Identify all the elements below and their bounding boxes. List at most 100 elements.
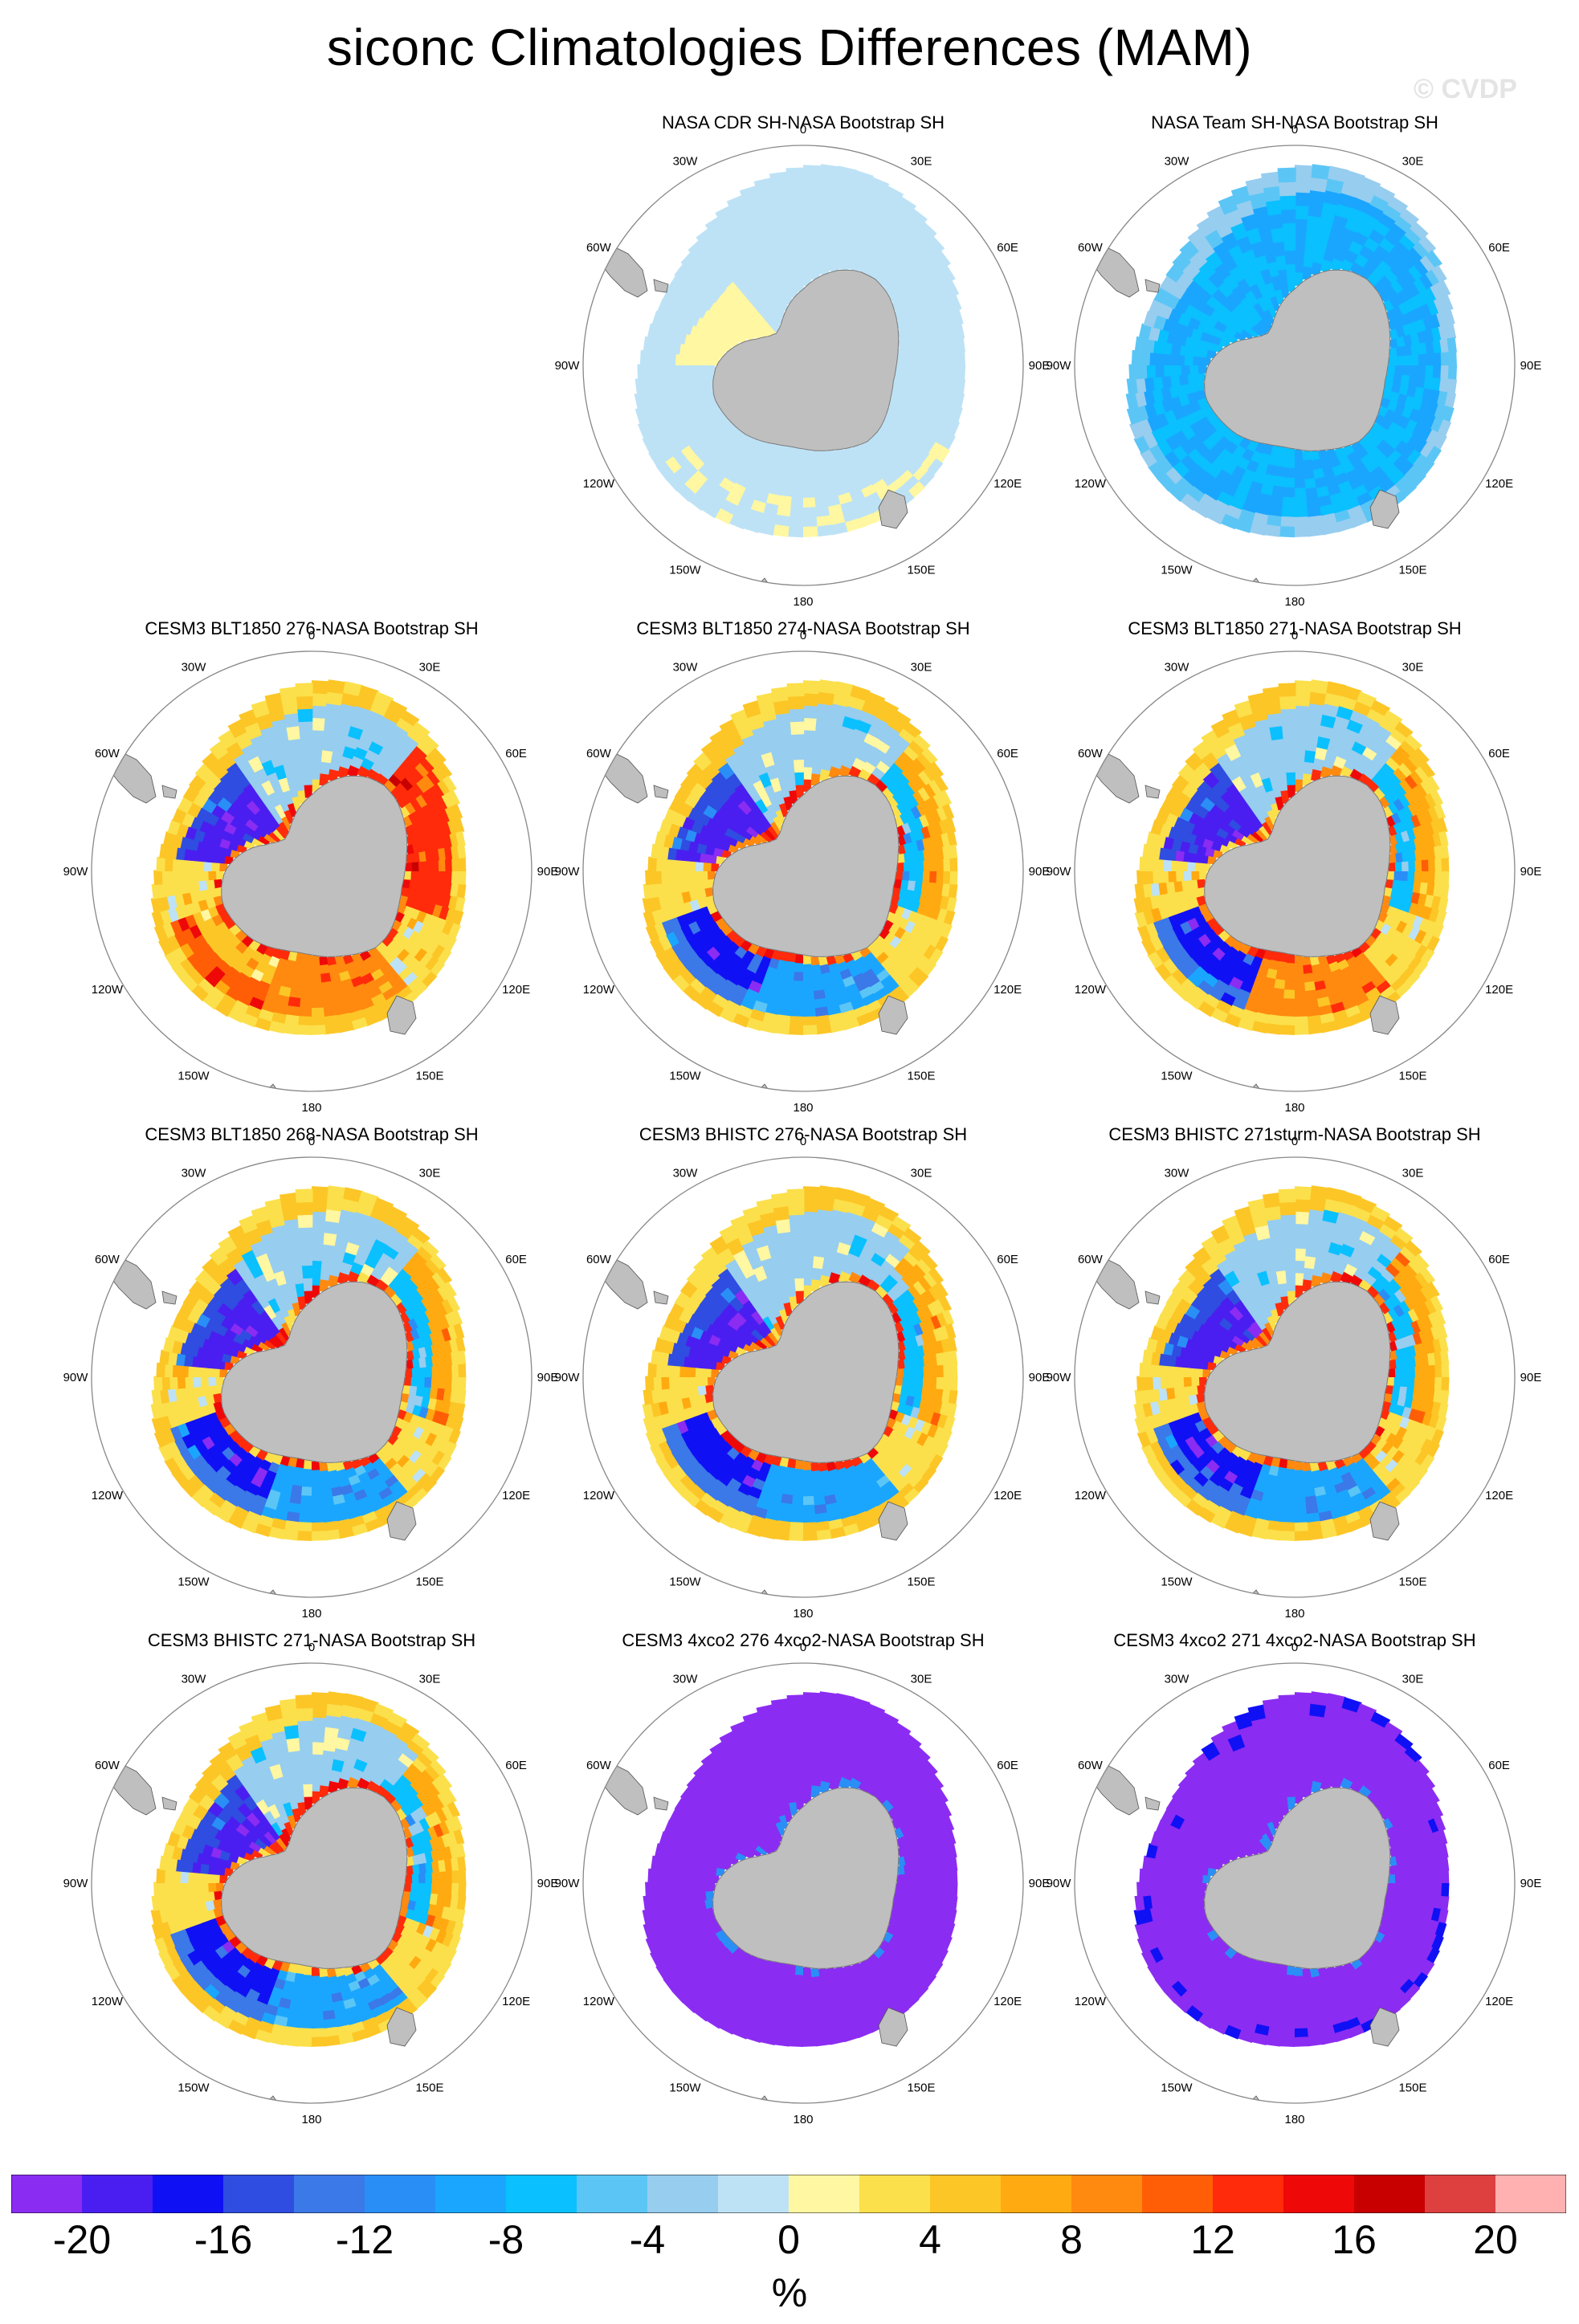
sea-ice-cell xyxy=(929,1365,938,1379)
sea-ice-cell xyxy=(896,365,904,375)
sea-ice-cell xyxy=(1230,306,1246,321)
sea-ice-cell xyxy=(778,1502,793,1515)
sea-ice-cell xyxy=(693,993,712,1010)
sea-ice-cell xyxy=(1384,1297,1397,1311)
sea-ice-cell xyxy=(929,859,938,873)
sea-ice-cell xyxy=(1404,1296,1418,1311)
sea-ice-cell xyxy=(1302,964,1313,975)
sea-ice-cell xyxy=(682,1490,700,1507)
sea-ice-cell xyxy=(671,858,680,871)
sea-ice-cell xyxy=(415,794,429,809)
land-outline xyxy=(386,995,417,1035)
sea-ice-cell xyxy=(428,915,441,931)
sea-ice-cell xyxy=(1385,1321,1397,1334)
sea-ice-cell xyxy=(406,1233,426,1251)
sea-ice-cell xyxy=(1267,504,1283,518)
sea-ice-cell xyxy=(1252,205,1271,223)
sea-ice-cell xyxy=(1206,349,1217,359)
sea-ice-cell xyxy=(153,924,169,942)
sea-ice-cell xyxy=(312,717,327,732)
sea-ice-cell xyxy=(741,331,755,342)
sea-ice-cell xyxy=(199,1449,215,1465)
sea-ice-cell xyxy=(1414,783,1429,799)
sea-ice-cell xyxy=(818,964,830,976)
sea-ice-cell xyxy=(820,1478,833,1490)
sea-ice-cell xyxy=(732,984,749,999)
sea-ice-cell xyxy=(1345,1462,1359,1475)
sea-ice-cell xyxy=(240,1519,259,1534)
sea-ice-cell xyxy=(911,757,928,774)
sea-ice-cell xyxy=(1162,858,1172,871)
sea-ice-cell xyxy=(1242,725,1261,744)
sea-ice-cell xyxy=(1312,757,1326,772)
sea-ice-cell xyxy=(904,336,915,349)
sea-ice-cell xyxy=(1308,703,1325,718)
antarctica-landmass xyxy=(712,269,900,451)
sea-ice-cell xyxy=(1225,333,1238,345)
sea-ice-cell xyxy=(1234,699,1254,719)
sea-ice-cell xyxy=(802,1495,814,1507)
sea-ice-cell xyxy=(777,725,793,740)
sea-ice-cell xyxy=(677,952,694,970)
sea-ice-cell xyxy=(754,1303,769,1320)
sea-ice-cell xyxy=(303,1460,312,1470)
sea-ice-cell xyxy=(292,764,304,779)
sea-ice-cell xyxy=(1185,861,1196,871)
sea-ice-cell xyxy=(898,888,908,900)
sea-ice-cell xyxy=(936,1352,945,1367)
sea-ice-cell xyxy=(162,831,175,847)
sea-ice-cell xyxy=(402,879,411,890)
sea-ice-cell xyxy=(361,1005,378,1019)
sea-ice-cell xyxy=(787,1025,803,1035)
sea-ice-cell xyxy=(1425,365,1434,379)
sea-ice-cell xyxy=(803,1186,822,1201)
sea-ice-cell xyxy=(810,1462,820,1473)
sea-ice-cell xyxy=(761,751,776,768)
sea-ice-cell xyxy=(916,375,927,388)
sea-ice-cell xyxy=(436,1267,453,1285)
sea-ice-cell xyxy=(677,385,689,399)
sea-ice-cell xyxy=(1436,279,1451,298)
sea-ice-cell xyxy=(844,1489,859,1502)
sea-ice-cell xyxy=(898,976,915,993)
sea-ice-cell xyxy=(1393,871,1402,882)
sea-ice-cell xyxy=(1374,1230,1393,1247)
sea-ice-cell xyxy=(284,1315,295,1331)
sea-ice-cell xyxy=(802,487,815,499)
sea-ice-cell xyxy=(416,1473,432,1489)
sea-ice-cell xyxy=(402,1433,415,1446)
sea-ice-cell xyxy=(884,1274,900,1289)
sea-ice-cell xyxy=(1248,521,1267,536)
sea-ice-cell xyxy=(1287,277,1295,292)
sea-ice-cell xyxy=(358,1503,375,1518)
sea-ice-cell xyxy=(414,1440,427,1455)
sea-ice-cell xyxy=(754,797,769,814)
sea-ice-cell xyxy=(747,786,762,803)
sea-ice-cell xyxy=(1418,918,1431,934)
sea-ice-cell xyxy=(1280,789,1290,804)
sea-ice-cell xyxy=(725,1342,738,1353)
sea-ice-cell xyxy=(855,1225,873,1241)
sea-ice-cell xyxy=(904,920,916,935)
sea-ice-cell xyxy=(867,957,881,972)
sea-ice-cell xyxy=(953,323,965,340)
sea-ice-cell xyxy=(830,1209,849,1224)
sea-ice-cell xyxy=(244,1323,259,1338)
sea-ice-cell xyxy=(312,1198,328,1213)
sea-ice-cell xyxy=(1434,871,1443,886)
sea-ice-cell xyxy=(858,1492,875,1507)
sea-ice-cell xyxy=(818,1462,829,1473)
sea-ice-cell xyxy=(1230,996,1247,1011)
sea-ice-cell xyxy=(1283,235,1296,251)
sea-ice-cell xyxy=(1362,1252,1379,1267)
sea-ice-cell xyxy=(159,1349,170,1365)
sea-ice-cell xyxy=(783,1301,793,1317)
sea-ice-cell xyxy=(254,809,269,824)
sea-ice-cell xyxy=(411,1487,428,1504)
sea-ice-cell xyxy=(1398,911,1411,924)
sea-ice-cell xyxy=(213,979,231,996)
sea-ice-cell xyxy=(928,1438,942,1455)
sea-ice-cell xyxy=(331,1252,345,1267)
sea-ice-cell xyxy=(451,910,464,927)
sea-ice-cell xyxy=(1393,316,1406,329)
